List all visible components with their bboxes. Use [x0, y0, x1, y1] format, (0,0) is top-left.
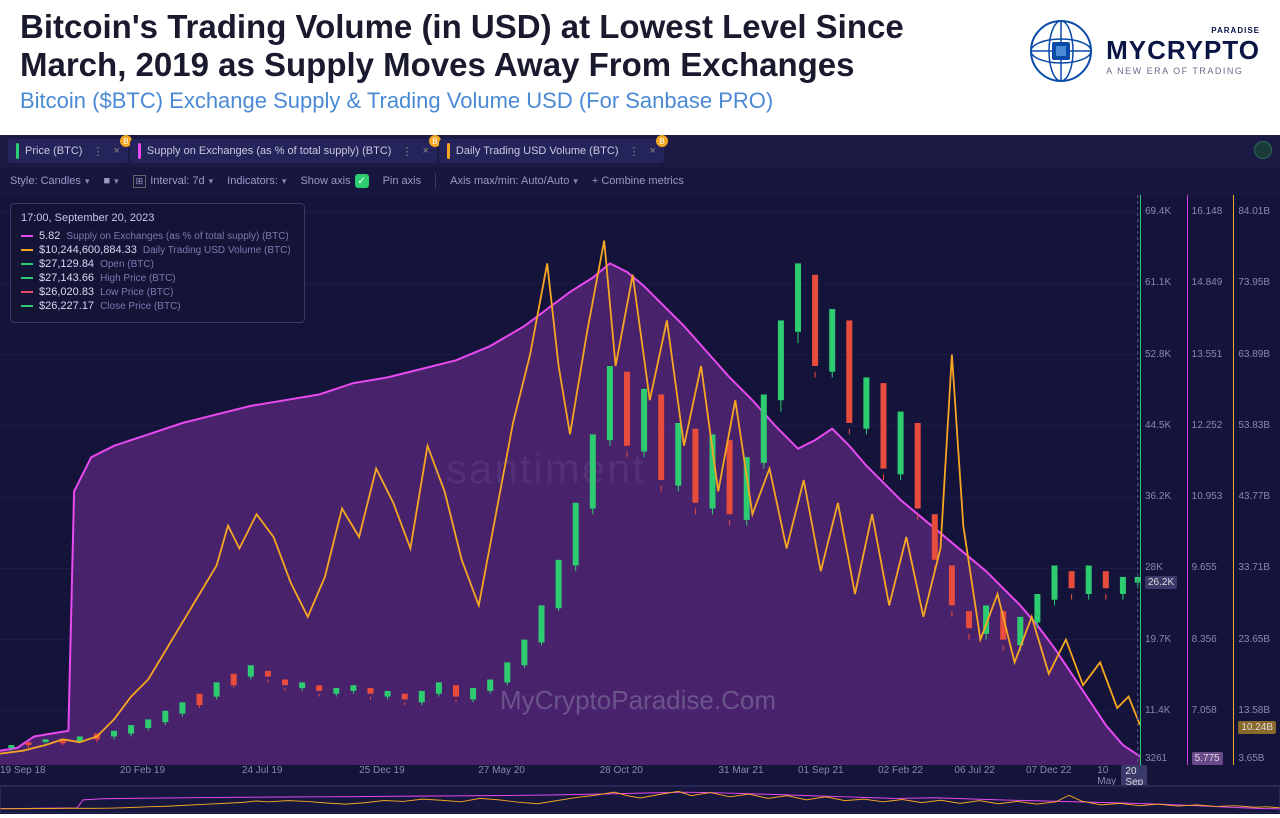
close-icon[interactable]: ×: [113, 145, 119, 157]
metric-tabs: Price (BTC) ⋮ × B Supply on Exchanges (a…: [0, 135, 1280, 167]
y-axis-supply: 16.14814.84913.55112.25210.9539.6558.356…: [1187, 195, 1234, 765]
brand-logo: PARADISE MYCRYPTO A NEW ERA OF TRADING: [1026, 8, 1260, 86]
y-axis-price: 69.4K61.1K52.8K44.5K36.2K28K19.7K11.4K32…: [1140, 195, 1187, 765]
tooltip-timestamp: 17:00, September 20, 2023: [21, 212, 294, 224]
header-text: Bitcoin's Trading Volume (in USD) at Low…: [20, 8, 1006, 114]
x-axis: 19 Sep 1820 Feb 1924 Jul 1925 Dec 1927 M…: [0, 765, 1140, 781]
logo-brand: MYCRYPTO: [1106, 35, 1260, 66]
logo-paradise: PARADISE: [1106, 26, 1260, 35]
indicators-selector[interactable]: Indicators: ▾: [227, 175, 286, 187]
y-axis-volume: 84.01B73.95B63.89B53.83B43.77B33.71B23.6…: [1233, 195, 1280, 765]
interval-selector[interactable]: ⊞ Interval: 7d ▾: [133, 175, 214, 188]
combine-metrics-button[interactable]: + Combine metrics: [592, 175, 684, 187]
y-axis-group: 69.4K61.1K52.8K44.5K36.2K28K19.7K11.4K32…: [1140, 195, 1280, 765]
logo-tagline: A NEW ERA OF TRADING: [1106, 66, 1260, 76]
chart-toolbar: Style: Candles ▾ ■ ▾ ⊞ Interval: 7d ▾ In…: [0, 167, 1280, 195]
chart-panel: Price (BTC) ⋮ × B Supply on Exchanges (a…: [0, 135, 1280, 814]
tab-menu-icon[interactable]: ⋮: [629, 145, 640, 158]
watermark-santiment: ·santiment: [430, 445, 646, 493]
header: Bitcoin's Trading Volume (in USD) at Low…: [0, 0, 1280, 118]
axis-minmax[interactable]: Axis max/min: Auto/Auto ▾: [450, 175, 578, 187]
pin-axis-toggle[interactable]: Pin axis: [383, 175, 422, 187]
chart-tooltip: 17:00, September 20, 2023 5.82 Supply on…: [10, 203, 305, 323]
style-selector[interactable]: Style: Candles ▾: [10, 175, 89, 187]
settings-button[interactable]: [1254, 141, 1272, 159]
show-axis-toggle[interactable]: Show axis ✓: [300, 174, 368, 188]
tab-volume[interactable]: Daily Trading USD Volume (BTC) ⋮ × B: [439, 139, 664, 163]
tab-label: Daily Trading USD Volume (BTC): [456, 145, 619, 157]
tab-menu-icon[interactable]: ⋮: [401, 145, 412, 158]
tab-label: Price (BTC): [25, 145, 82, 157]
tab-menu-icon[interactable]: ⋮: [92, 145, 103, 158]
page-subtitle: Bitcoin ($BTC) Exchange Supply & Trading…: [20, 88, 1006, 114]
minimap[interactable]: [0, 785, 1280, 813]
close-icon[interactable]: ×: [422, 145, 428, 157]
tab-supply[interactable]: Supply on Exchanges (as % of total suppl…: [130, 139, 437, 163]
bitcoin-badge-icon: B: [656, 135, 668, 147]
page-title: Bitcoin's Trading Volume (in USD) at Low…: [20, 8, 1006, 84]
close-icon[interactable]: ×: [650, 145, 656, 157]
watermark-site: MyCryptoParadise.Com: [500, 685, 776, 716]
stop-icon[interactable]: ■ ▾: [103, 175, 118, 187]
tab-label: Supply on Exchanges (as % of total suppl…: [147, 145, 392, 157]
globe-icon: [1026, 16, 1096, 86]
logo-text: PARADISE MYCRYPTO A NEW ERA OF TRADING: [1106, 26, 1260, 76]
tab-price[interactable]: Price (BTC) ⋮ × B: [8, 139, 128, 163]
